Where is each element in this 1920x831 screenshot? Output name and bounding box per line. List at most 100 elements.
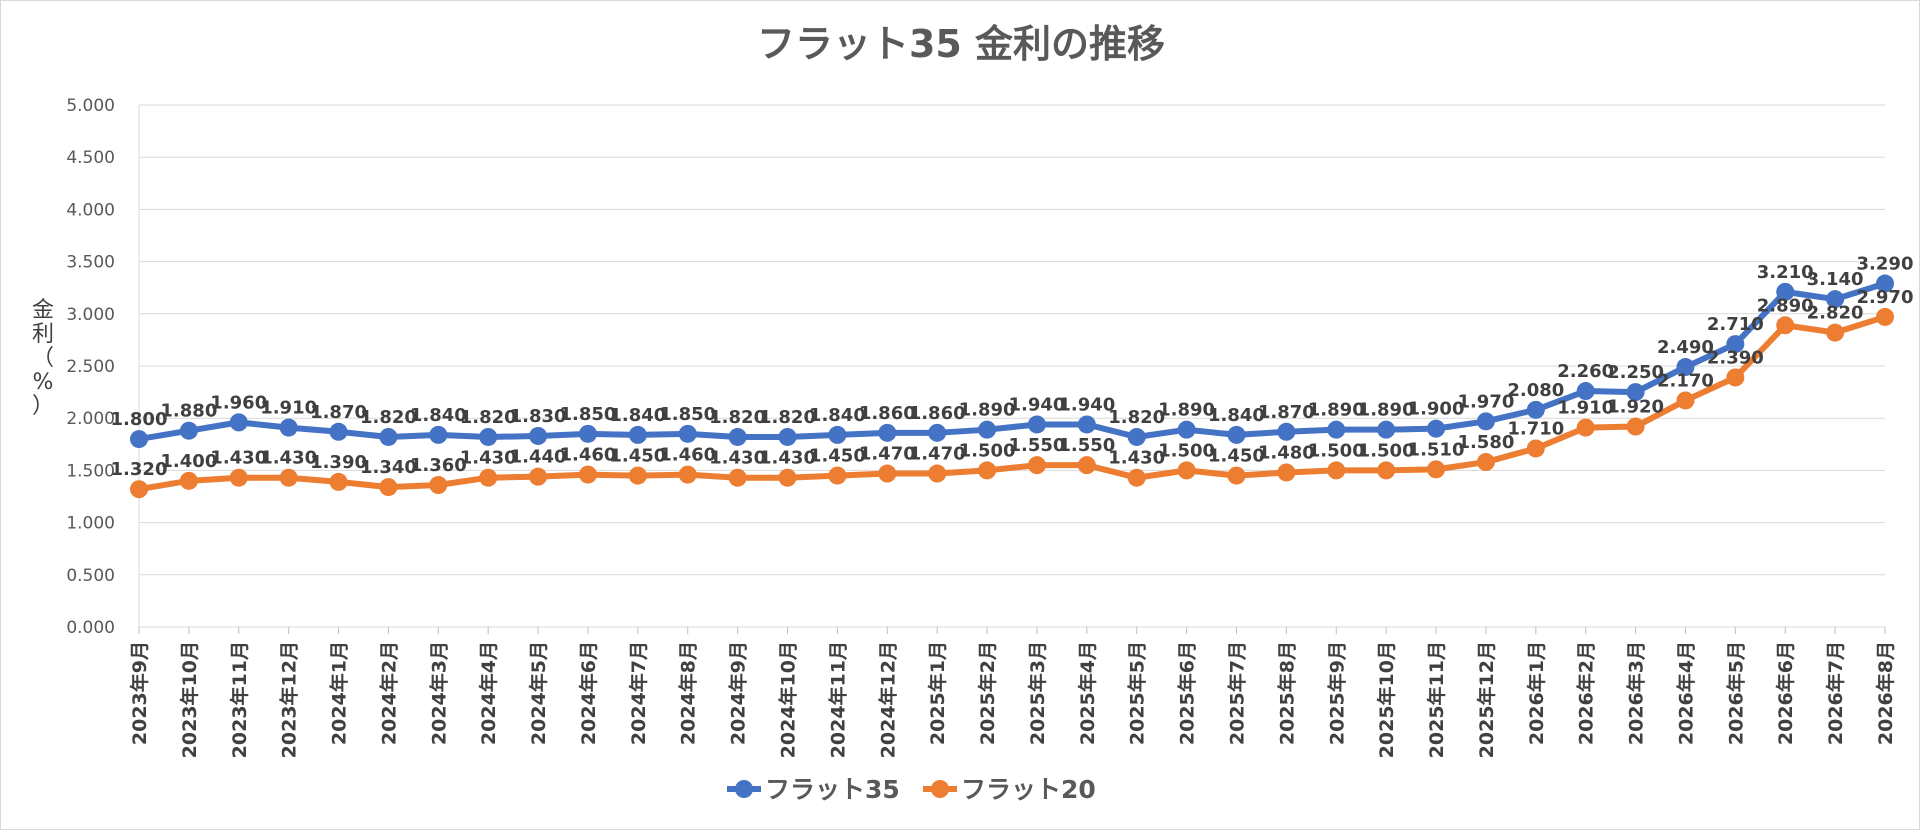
data-point[interactable] <box>1377 461 1396 480</box>
data-point[interactable] <box>1826 290 1845 309</box>
data-point[interactable] <box>1327 420 1346 439</box>
data-point[interactable] <box>1726 335 1745 354</box>
legend-item-2[interactable]: フラット20 <box>923 775 1096 804</box>
data-point[interactable] <box>628 466 647 485</box>
data-point[interactable] <box>978 461 997 480</box>
data-point[interactable] <box>578 465 597 484</box>
data-label: 1.840 <box>1208 405 1265 426</box>
data-point[interactable] <box>1876 274 1894 293</box>
data-point[interactable] <box>878 464 897 483</box>
data-point[interactable] <box>1027 415 1046 434</box>
data-point[interactable] <box>179 471 198 490</box>
data-point[interactable] <box>379 427 398 446</box>
data-point[interactable] <box>878 423 897 442</box>
x-tick-label: 2026年1月 <box>1525 641 1548 745</box>
data-point[interactable] <box>678 424 697 443</box>
data-point[interactable] <box>1377 420 1396 439</box>
data-point[interactable] <box>130 480 148 499</box>
data-point[interactable] <box>1776 316 1795 335</box>
data-point[interactable] <box>728 468 747 487</box>
data-point[interactable] <box>1676 391 1695 410</box>
data-point[interactable] <box>1177 461 1196 480</box>
data-point[interactable] <box>1427 419 1446 438</box>
data-label: 2.490 <box>1657 337 1714 358</box>
data-point[interactable] <box>1826 323 1845 342</box>
data-point[interactable] <box>1726 368 1745 387</box>
data-label: 1.500 <box>959 440 1016 461</box>
data-label: 1.910 <box>260 398 317 419</box>
data-point[interactable] <box>130 430 148 449</box>
data-point[interactable] <box>1127 468 1146 487</box>
data-label: 1.880 <box>160 401 217 422</box>
legend-item-1[interactable]: フラット35 <box>727 775 900 804</box>
data-point[interactable] <box>1526 439 1545 458</box>
data-label: 2.890 <box>1757 295 1814 316</box>
x-tick-label: 2025年8月 <box>1275 641 1298 745</box>
data-point[interactable] <box>1077 415 1096 434</box>
data-label: 3.210 <box>1757 262 1814 283</box>
data-point[interactable] <box>379 478 398 497</box>
data-point[interactable] <box>529 426 548 445</box>
data-point[interactable] <box>828 425 847 444</box>
data-point[interactable] <box>778 468 797 487</box>
data-label: 1.450 <box>1208 446 1265 467</box>
data-point[interactable] <box>1776 282 1795 301</box>
data-point[interactable] <box>279 468 298 487</box>
data-point[interactable] <box>678 465 697 484</box>
data-label: 1.580 <box>1457 432 1514 453</box>
data-point[interactable] <box>1177 420 1196 439</box>
data-point[interactable] <box>1227 466 1246 485</box>
data-label: 1.890 <box>1158 400 1215 421</box>
data-point[interactable] <box>1476 453 1495 472</box>
data-point[interactable] <box>978 420 997 439</box>
data-label: 1.960 <box>210 392 267 413</box>
data-point[interactable] <box>778 427 797 446</box>
data-label: 1.820 <box>1108 407 1165 428</box>
data-point[interactable] <box>1027 456 1046 475</box>
data-point[interactable] <box>1077 456 1096 475</box>
data-point[interactable] <box>1676 358 1695 377</box>
data-point[interactable] <box>1576 418 1595 437</box>
x-tick-label: 2026年2月 <box>1575 641 1598 745</box>
data-point[interactable] <box>828 466 847 485</box>
data-point[interactable] <box>578 424 597 443</box>
legend[interactable]: フラット35 フラット20 <box>727 775 1096 804</box>
data-label: 2.250 <box>1607 362 1664 383</box>
data-label: 3.290 <box>1857 254 1914 275</box>
x-tick-label: 2025年11月 <box>1425 641 1448 758</box>
data-point[interactable] <box>1427 460 1446 479</box>
data-point[interactable] <box>1277 422 1296 441</box>
data-point[interactable] <box>1626 417 1645 436</box>
data-label: 1.820 <box>360 407 417 428</box>
data-label: 1.510 <box>1408 439 1465 460</box>
data-point[interactable] <box>1476 412 1495 431</box>
data-point[interactable] <box>728 427 747 446</box>
data-point[interactable] <box>928 464 947 483</box>
data-point[interactable] <box>179 421 198 440</box>
data-point[interactable] <box>329 422 348 441</box>
data-point[interactable] <box>229 468 248 487</box>
data-label: 1.820 <box>709 407 766 428</box>
x-tick-label: 2025年1月 <box>926 641 949 745</box>
data-point[interactable] <box>1327 461 1346 480</box>
y-tick-label: 4.000 <box>66 200 115 220</box>
data-point[interactable] <box>1526 400 1545 419</box>
data-label: 1.500 <box>1158 440 1215 461</box>
data-point[interactable] <box>1277 463 1296 482</box>
data-point[interactable] <box>479 468 498 487</box>
data-point[interactable] <box>928 423 947 442</box>
data-point[interactable] <box>1227 425 1246 444</box>
data-point[interactable] <box>1876 307 1894 326</box>
data-point[interactable] <box>1127 427 1146 446</box>
data-point[interactable] <box>429 476 448 495</box>
data-point[interactable] <box>429 425 448 444</box>
x-tick-label: 2024年8月 <box>677 641 700 745</box>
data-point[interactable] <box>279 418 298 437</box>
data-point[interactable] <box>1576 382 1595 401</box>
data-point[interactable] <box>1626 383 1645 402</box>
data-point[interactable] <box>628 425 647 444</box>
data-point[interactable] <box>229 413 248 432</box>
data-point[interactable] <box>329 472 348 491</box>
data-point[interactable] <box>479 427 498 446</box>
data-point[interactable] <box>529 467 548 486</box>
